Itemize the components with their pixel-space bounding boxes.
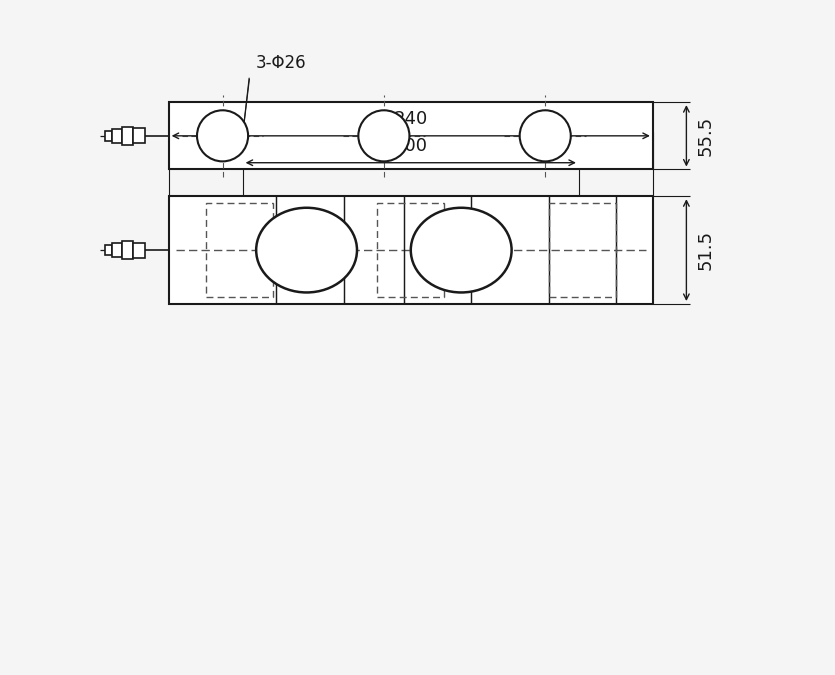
Ellipse shape bbox=[256, 208, 357, 292]
Circle shape bbox=[519, 110, 571, 161]
Bar bbox=[123, 127, 133, 144]
Bar bbox=[133, 128, 145, 143]
Text: 55.5: 55.5 bbox=[696, 115, 715, 156]
Bar bbox=[377, 203, 444, 297]
Bar bbox=[123, 242, 133, 259]
Bar bbox=[112, 244, 123, 256]
Ellipse shape bbox=[411, 208, 512, 292]
Bar bbox=[112, 129, 123, 142]
Bar bbox=[105, 131, 112, 140]
Bar bbox=[105, 246, 112, 255]
Circle shape bbox=[358, 110, 409, 161]
Text: 240: 240 bbox=[393, 110, 428, 128]
Text: 3-Φ26: 3-Φ26 bbox=[256, 54, 306, 72]
Text: 200: 200 bbox=[394, 136, 428, 155]
Bar bbox=[169, 102, 653, 169]
Circle shape bbox=[197, 110, 248, 161]
Bar bbox=[169, 196, 653, 304]
Text: 51.5: 51.5 bbox=[696, 230, 715, 270]
Bar bbox=[133, 243, 145, 257]
Bar bbox=[549, 203, 615, 297]
Bar bbox=[205, 203, 273, 297]
